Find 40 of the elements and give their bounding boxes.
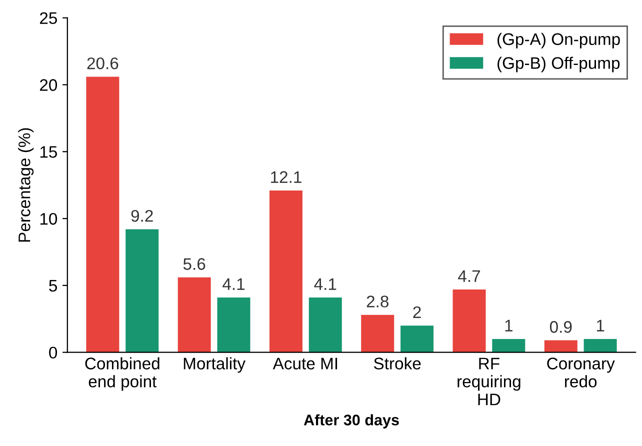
y-tick-label: 20 bbox=[40, 79, 58, 91]
y-tick-label: 0 bbox=[49, 346, 58, 359]
data-label: 5.6 bbox=[183, 258, 206, 270]
bar bbox=[308, 297, 342, 352]
data-label: 1 bbox=[505, 320, 512, 332]
bar bbox=[584, 338, 617, 352]
x-tick-label: Coronary redo bbox=[547, 358, 615, 388]
data-label: 20.6 bbox=[87, 57, 118, 70]
y-axis-title: Percentage (%) bbox=[18, 128, 34, 242]
data-label: 4.1 bbox=[314, 278, 336, 290]
y-tick-label: 5 bbox=[49, 280, 57, 292]
bar bbox=[544, 340, 578, 352]
data-label: 2 bbox=[413, 306, 421, 318]
legend-label: (Gp-B) Off-pump bbox=[498, 56, 620, 72]
data-label: 9.2 bbox=[131, 210, 153, 222]
x-axis-title: After 30 days bbox=[304, 414, 399, 428]
y-tick-label: 10 bbox=[40, 212, 58, 225]
bar bbox=[400, 326, 434, 352]
bar bbox=[452, 289, 486, 352]
bar bbox=[217, 297, 250, 352]
bar bbox=[86, 76, 120, 352]
x-tick-label: Stroke bbox=[374, 357, 421, 370]
data-label: 0.9 bbox=[550, 321, 572, 333]
x-tick-label: Mortality bbox=[184, 357, 246, 373]
legend-label: (Gp-A) On-pump bbox=[498, 32, 620, 48]
x-tick-label: RF requiring HD bbox=[458, 358, 520, 406]
bar bbox=[492, 338, 526, 352]
y-tick-label: 25 bbox=[40, 12, 57, 24]
data-label: 4.1 bbox=[222, 278, 245, 290]
data-label: 2.8 bbox=[366, 296, 388, 308]
data-label: 4.7 bbox=[458, 270, 480, 282]
bar bbox=[269, 190, 302, 352]
bar bbox=[361, 314, 394, 352]
data-label: 1 bbox=[596, 320, 604, 332]
data-label: 12.1 bbox=[271, 171, 302, 183]
bar bbox=[178, 277, 211, 352]
x-tick-label: Combined end point bbox=[85, 357, 160, 391]
y-tick-label: 15 bbox=[40, 146, 57, 158]
x-tick-label: Acute MI bbox=[272, 358, 338, 370]
bar bbox=[126, 229, 159, 352]
